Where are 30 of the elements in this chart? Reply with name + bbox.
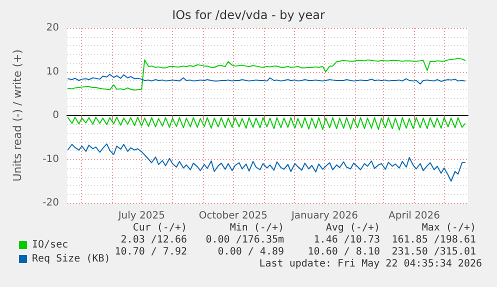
text: 0.00 / 4.89 bbox=[218, 246, 284, 258]
text: 1.46 /10.73 bbox=[314, 234, 380, 246]
chart-title: IOs for /dev/vda - by year bbox=[172, 8, 326, 22]
text: Last update: Fri May 22 04:35:34 2026 bbox=[259, 258, 482, 270]
text: Min (-/+) bbox=[230, 222, 284, 234]
x-tick-label: January 2026 bbox=[290, 210, 358, 222]
text: 10.60 / 8.10 bbox=[308, 246, 380, 258]
x-tick-label: April 2026 bbox=[388, 210, 440, 222]
x-tick-label: October 2025 bbox=[198, 210, 268, 222]
text: Cur (-/+) bbox=[132, 222, 188, 234]
legend-label: Req Size (KB) bbox=[32, 254, 110, 264]
y-tick-label: -10 bbox=[42, 154, 59, 165]
line-series bbox=[67, 74, 466, 84]
legend-label: IO/sec bbox=[32, 240, 68, 250]
y-tick-label: -20 bbox=[42, 198, 59, 208]
x-tick-label: July 2025 bbox=[117, 210, 165, 222]
text: 0.00 /176.35m bbox=[206, 234, 284, 246]
text: 10.70 / 7.92 bbox=[114, 246, 188, 258]
y-tick-label: 10 bbox=[46, 66, 59, 78]
text: 2.03 /12.66 bbox=[120, 234, 188, 246]
line-series bbox=[67, 143, 466, 182]
y-tick-label: 20 bbox=[46, 22, 59, 34]
line-series bbox=[67, 58, 466, 91]
text: 231.50 /315.01 bbox=[392, 246, 476, 258]
y-axis-title: Units read (-) / write (+) bbox=[11, 49, 24, 182]
text: 161.85 /198.61 bbox=[392, 234, 476, 246]
line-series bbox=[67, 116, 466, 130]
y-tick-label: 0 bbox=[52, 110, 59, 121]
text: Avg (-/+) bbox=[326, 222, 380, 234]
text: Max (-/+) bbox=[422, 222, 476, 234]
